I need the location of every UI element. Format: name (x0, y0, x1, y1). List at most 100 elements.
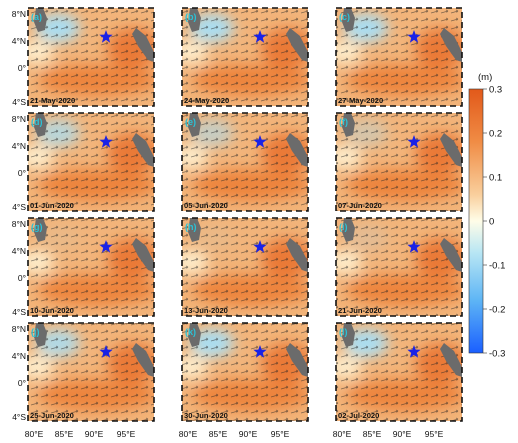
sri-lanka-land (34, 218, 47, 242)
current-vectors (182, 218, 308, 316)
location-star-marker (407, 345, 421, 358)
sri-lanka-land (34, 323, 47, 347)
current-vectors (182, 323, 308, 421)
sumatra-land (440, 238, 462, 272)
panel-date: 27-May-2020 (338, 96, 383, 105)
lon-tick-label: 95°E (425, 429, 444, 439)
sri-lanka-land (34, 113, 47, 137)
location-star-marker (253, 345, 267, 358)
current-vectors (336, 8, 462, 106)
lon-tick-label: 95°E (271, 429, 290, 439)
sri-lanka-land (188, 218, 201, 242)
panel-frame (335, 217, 463, 317)
panel-date: 24-May-2020 (184, 96, 229, 105)
panel-letter: (c) (339, 12, 350, 22)
panel-date: 02-Jul-2020 (338, 411, 379, 420)
sumatra-land (286, 238, 308, 272)
panel-letter: (b) (185, 12, 197, 22)
lat-tick-label: 0° (18, 168, 26, 178)
map-panel: (j) 25-Jun-2020 (27, 322, 155, 422)
sumatra-land (132, 133, 154, 167)
panel-letter: (g) (31, 222, 43, 232)
lon-tick-label: 90°E (393, 429, 412, 439)
lon-tick-label: 80°E (179, 429, 198, 439)
panel-letter: (d) (31, 117, 43, 127)
map-panel: (k) 30-Jun-2020 (181, 322, 309, 422)
lat-tick-label: 4°N (12, 36, 26, 46)
panel-letter: (k) (185, 327, 196, 337)
panel-frame (181, 217, 309, 317)
map-panel: (d) 01-Jun-2020 (27, 112, 155, 212)
map-panel: (a) 21-May-2020 (27, 7, 155, 107)
sumatra-land (132, 238, 154, 272)
map-panel: (b) 24-May-2020 (181, 7, 309, 107)
colorbar-tick-label: -0.1 (489, 261, 505, 272)
lon-tick-label: 90°E (85, 429, 104, 439)
panel-letter: (l) (339, 327, 348, 337)
location-star-marker (407, 30, 421, 43)
current-vectors (28, 8, 154, 106)
lat-tick-label: 0° (18, 378, 26, 388)
panel-date: 07-Jun-2020 (338, 201, 382, 210)
current-vectors (336, 323, 462, 421)
panel-letter: (e) (185, 117, 196, 127)
map-panel: (i) 21-Jun-2020 (335, 217, 463, 317)
current-vectors (182, 113, 308, 211)
panel-frame (181, 322, 309, 422)
colorbar-tick-label: 0.1 (489, 173, 502, 184)
panel-date: 30-Jun-2020 (184, 411, 228, 420)
lat-tick-label: 4°N (12, 141, 26, 151)
panel-frame (27, 7, 155, 107)
sumatra-land (286, 133, 308, 167)
lat-tick-label: 0° (18, 63, 26, 73)
lat-tick-label: 4°S (12, 307, 26, 317)
current-vectors (182, 8, 308, 106)
lat-tick-label: 4°N (12, 246, 26, 256)
panel-date: 13-Jun-2020 (184, 306, 228, 315)
panel-date: 05-Jun-2020 (184, 201, 228, 210)
sri-lanka-land (342, 8, 355, 32)
location-star-marker (253, 240, 267, 253)
current-vectors (28, 113, 154, 211)
panel-frame (27, 112, 155, 212)
lon-tick-label: 85°E (209, 429, 228, 439)
location-star-marker (99, 240, 113, 253)
location-star-marker (253, 30, 267, 43)
sri-lanka-land (34, 8, 47, 32)
sumatra-land (440, 343, 462, 377)
panel-letter: (a) (31, 12, 42, 22)
map-panel: (c) 27-May-2020 (335, 7, 463, 107)
map-panel: (g) 10-Jun-2020 (27, 217, 155, 317)
lat-tick-label: 8°N (12, 219, 26, 229)
colorbar-tick-label: 0 (489, 217, 494, 228)
latitude-axis-labels: 8°N 4°N 0° 4°S 8°N 4°N 0° 4°S 8°N 4°N 0° 4°S 8°N 4°N 0… (12, 9, 27, 422)
current-vectors (28, 218, 154, 316)
lat-tick-label: 8°N (12, 324, 26, 334)
colorbar-tick-label: -0.2 (489, 305, 505, 316)
panel-date: 25-Jun-2020 (30, 411, 74, 420)
lon-tick-label: 85°E (363, 429, 382, 439)
panel-letter: (f) (339, 117, 348, 127)
lat-tick-label: 4°S (12, 97, 26, 107)
sri-lanka-land (342, 218, 355, 242)
lat-tick-label: 4°S (12, 412, 26, 422)
panel-date: 10-Jun-2020 (30, 306, 74, 315)
location-star-marker (99, 345, 113, 358)
location-star-marker (407, 240, 421, 253)
colorbar-tick-label: 0.2 (489, 129, 502, 140)
panel-letter: (i) (339, 222, 348, 232)
panel-frame (335, 7, 463, 107)
panel-frame (335, 322, 463, 422)
lat-tick-label: 8°N (12, 9, 26, 19)
map-panel: (f) 07-Jun-2020 (335, 112, 463, 212)
lat-tick-label: 8°N (12, 114, 26, 124)
map-panel: (e) 05-Jun-2020 (181, 112, 309, 212)
location-star-marker (99, 135, 113, 148)
sumatra-land (132, 343, 154, 377)
map-panel: (h) 13-Jun-2020 (181, 217, 309, 317)
sri-lanka-land (188, 8, 201, 32)
current-vectors (336, 113, 462, 211)
lat-tick-label: 4°N (12, 351, 26, 361)
sumatra-land (440, 28, 462, 62)
